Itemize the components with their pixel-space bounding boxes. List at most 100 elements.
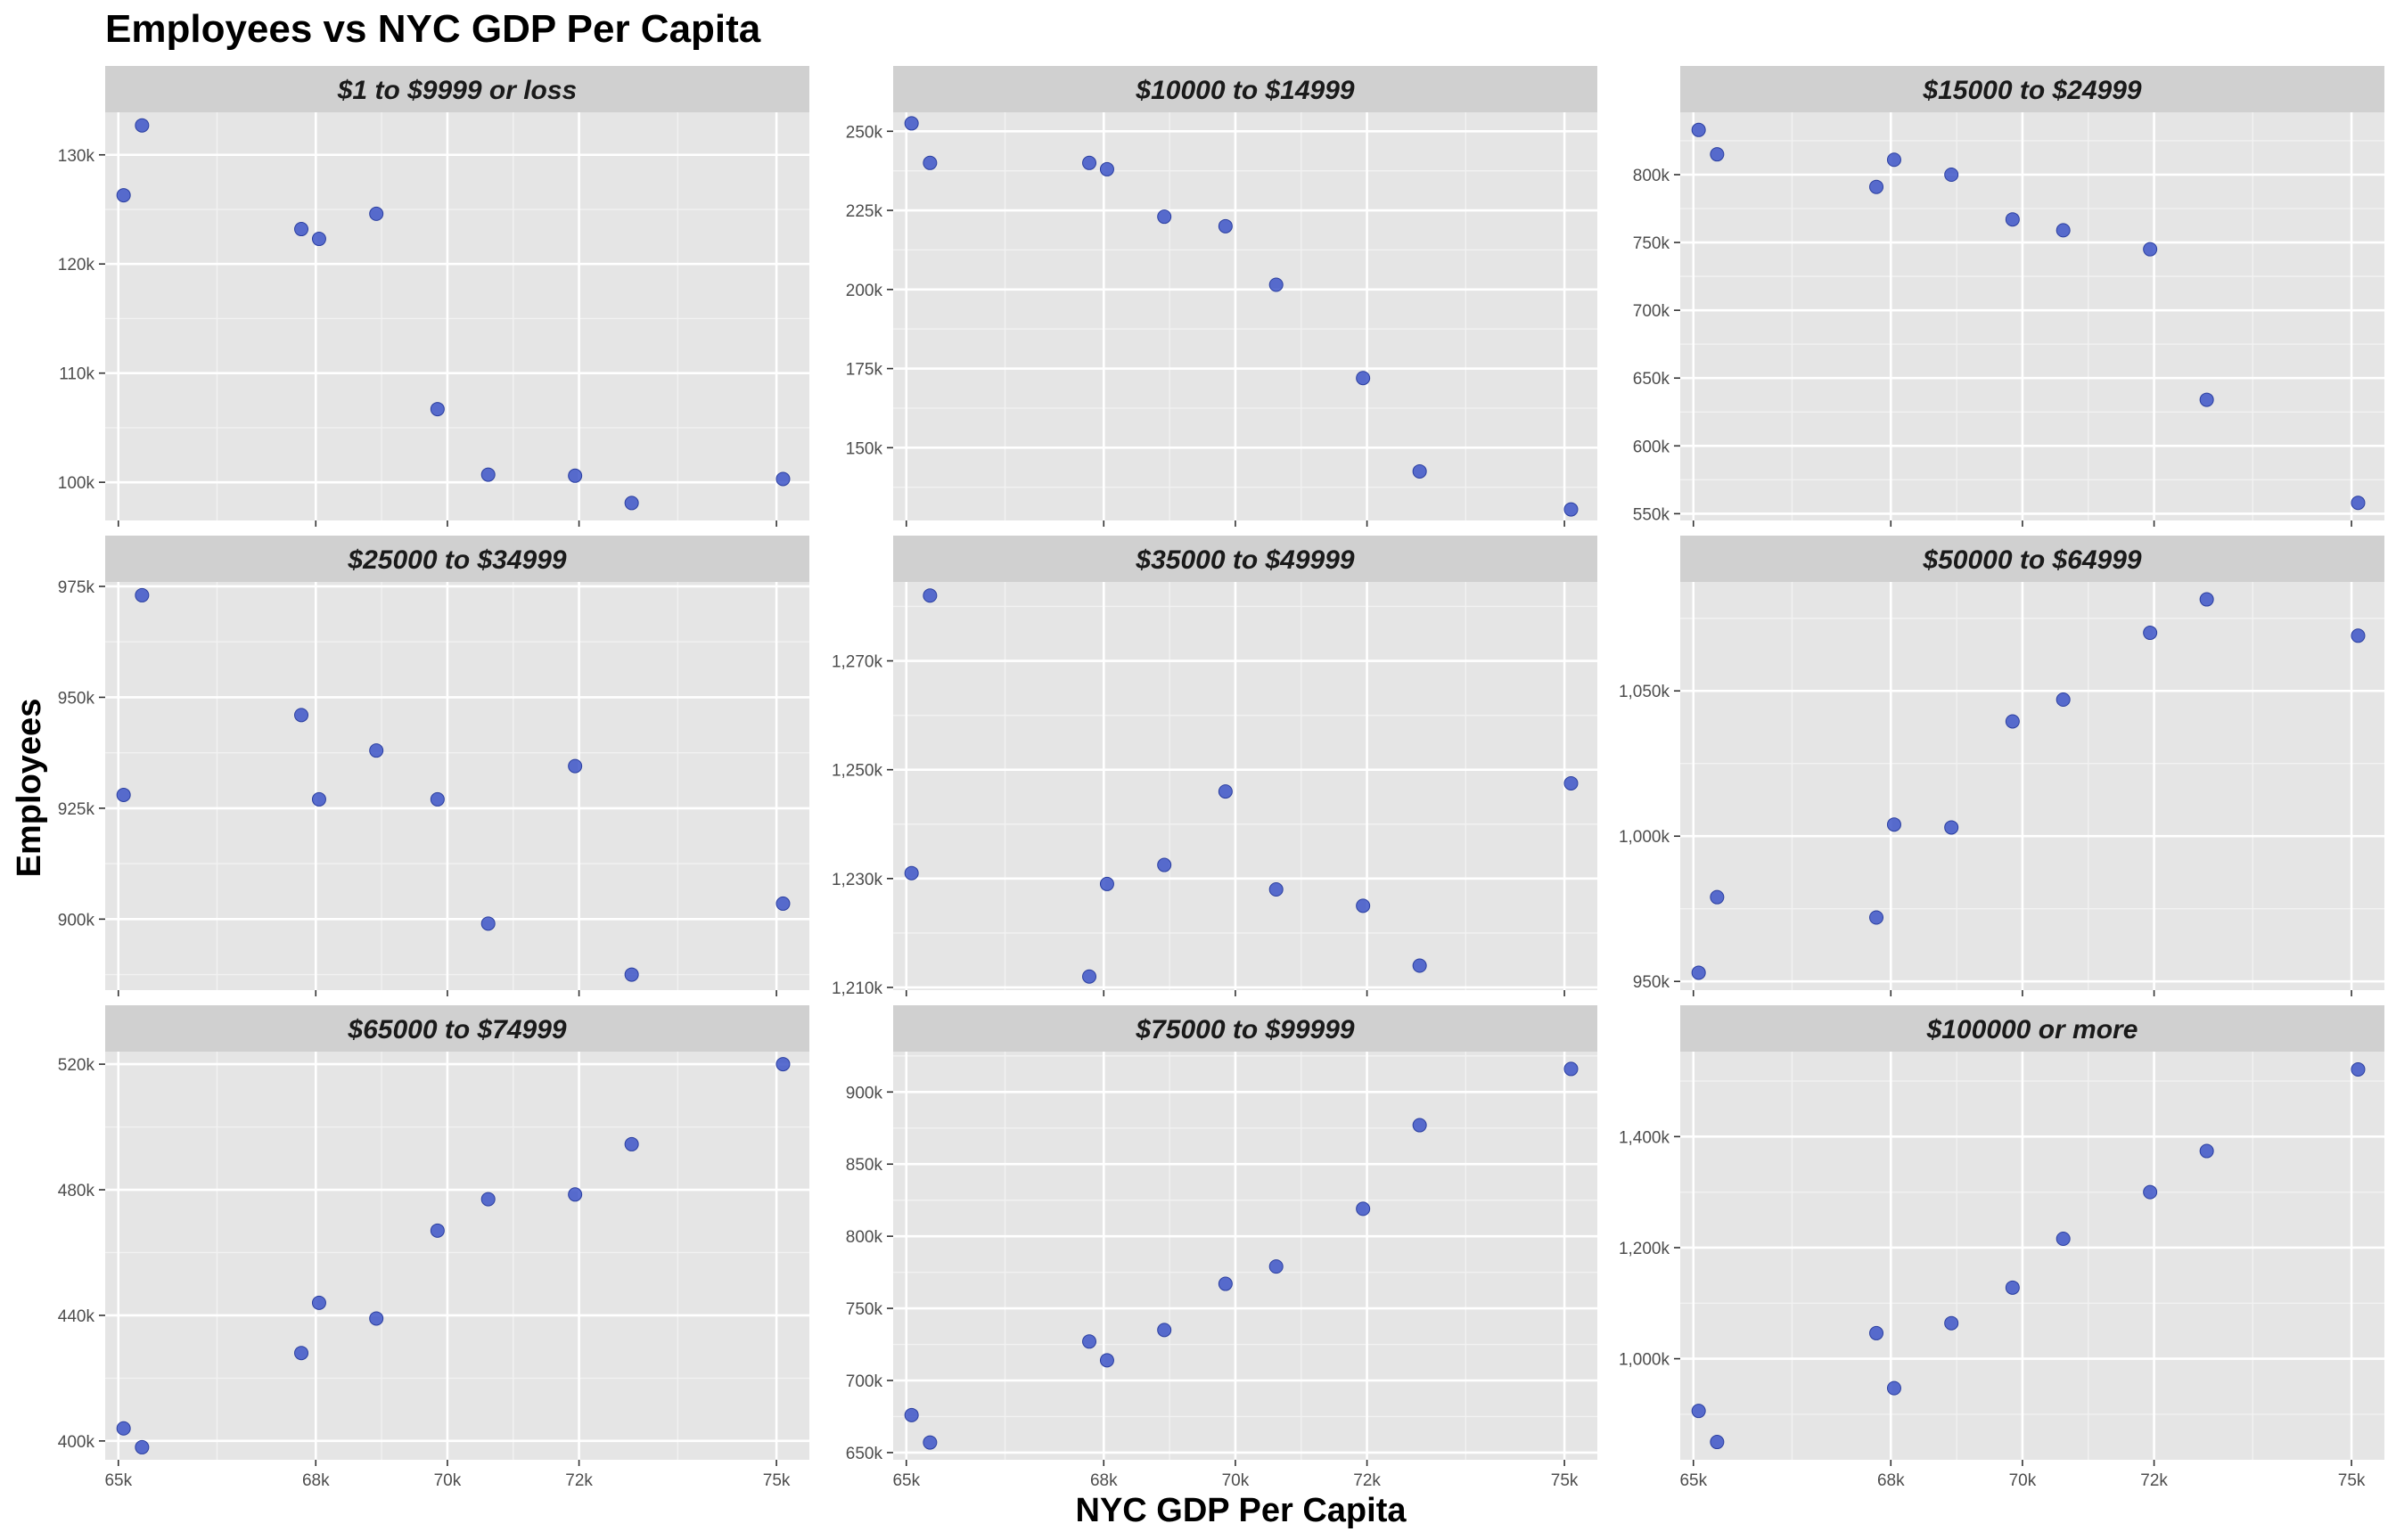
data-point: [480, 1192, 496, 1207]
data-point: [1099, 161, 1114, 176]
panel-background: [893, 582, 1597, 990]
data-point: [116, 1421, 131, 1436]
y-tick-label: 225k: [846, 202, 883, 221]
data-point: [1869, 910, 1884, 925]
facet-strip: [893, 536, 1597, 582]
x-tick-label: 70k: [2009, 1471, 2037, 1490]
data-point: [904, 865, 919, 881]
data-point: [2143, 1184, 2158, 1200]
y-tick-label: 650k: [1633, 370, 1670, 389]
y-tick-label: 975k: [58, 578, 95, 597]
y-tick-label: 1,250k: [832, 762, 883, 781]
y-tick-label: 700k: [1633, 302, 1670, 321]
y-tick-label: 750k: [846, 1300, 883, 1319]
data-point: [1157, 857, 1172, 872]
data-point: [775, 896, 791, 911]
y-tick-label: 1,230k: [832, 871, 883, 889]
data-point: [1563, 502, 1579, 517]
data-point: [1944, 820, 1959, 835]
y-tick-label: 900k: [58, 911, 95, 930]
data-point: [1563, 775, 1579, 790]
y-tick-label: 520k: [58, 1056, 95, 1075]
data-point: [1218, 1276, 1233, 1291]
facet-panel: $50000 to $64999 950k 1,000k 1,050k: [1619, 536, 2384, 996]
data-point: [775, 1057, 791, 1072]
y-tick-label: 440k: [58, 1307, 95, 1326]
data-point: [923, 1435, 938, 1450]
facet-panel: $100000 or more 65k 68k 70k 72k 75k 1,000k 1,20…: [1619, 1005, 2384, 1490]
data-point: [568, 1187, 583, 1202]
facet-strip: [1680, 536, 2384, 582]
x-tick-label: 65k: [104, 1471, 132, 1490]
x-tick-label: 75k: [763, 1471, 791, 1490]
y-tick-label: 1,050k: [1619, 683, 1670, 701]
data-point: [1691, 1404, 1706, 1419]
data-point: [294, 708, 309, 723]
facet-strip-label: $1 to $9999 or loss: [337, 76, 577, 105]
data-point: [1356, 898, 1371, 913]
y-tick-label: 900k: [846, 1084, 883, 1102]
data-point: [1691, 122, 1706, 137]
data-point: [1412, 463, 1427, 479]
data-point: [1869, 179, 1884, 194]
data-point: [1099, 1353, 1114, 1368]
y-tick-label: 1,200k: [1619, 1240, 1670, 1258]
facet-strip-label: $75000 to $99999: [1135, 1015, 1355, 1044]
facet-strip-label: $35000 to $49999: [1135, 545, 1355, 575]
data-point: [1218, 218, 1233, 233]
data-point: [2351, 628, 2366, 643]
data-point: [294, 222, 309, 237]
panel-background: [1680, 112, 2384, 520]
data-point: [1356, 1201, 1371, 1216]
data-point: [775, 471, 791, 487]
y-tick-label: 650k: [846, 1445, 883, 1463]
data-point: [1412, 1118, 1427, 1133]
data-point: [2005, 1280, 2020, 1295]
data-point: [904, 116, 919, 131]
facet-strip-label: $65000 to $74999: [347, 1015, 567, 1044]
data-point: [624, 1136, 639, 1151]
facet-strip: [105, 1005, 809, 1052]
data-point: [1268, 1259, 1284, 1274]
data-point: [135, 587, 150, 602]
data-point: [1886, 817, 1901, 832]
facet-strip: [105, 536, 809, 582]
facet-panel: $25000 to $34999 900k 925k 950k 975k: [58, 536, 809, 996]
data-point: [2005, 714, 2020, 729]
facet-panel: $75000 to $99999 65k 68k 70k 72k 75k 650k 700k 7…: [846, 1005, 1597, 1490]
y-tick-label: 150k: [846, 439, 883, 458]
data-point: [568, 468, 583, 483]
panel-background: [1680, 1052, 2384, 1460]
panel-background: [1680, 582, 2384, 990]
y-tick-label: 175k: [846, 361, 883, 380]
data-point: [1099, 876, 1114, 891]
data-point: [624, 967, 639, 982]
facet-panel: $35000 to $49999 1,210k 1,230k 1,250k 1,270k: [832, 536, 1597, 998]
y-tick-label: 800k: [1633, 167, 1670, 185]
y-tick-label: 100k: [58, 474, 95, 493]
x-tick-label: 72k: [565, 1471, 593, 1490]
data-point: [2055, 1231, 2071, 1246]
chart-title: Employees vs NYC GDP Per Capita: [105, 7, 761, 51]
data-point: [2005, 212, 2020, 227]
data-point: [1710, 889, 1725, 905]
facet-strip: [105, 66, 809, 112]
facet-panel: $65000 to $74999 65k 68k 70k 72k 75k 400k 440k 4…: [58, 1005, 809, 1490]
data-point: [1082, 155, 1097, 170]
data-point: [116, 787, 131, 802]
data-point: [1082, 969, 1097, 984]
facet-panels: $1 to $9999 or loss 100k 110k 120k 130k $1000…: [58, 66, 2384, 1490]
data-point: [2351, 1061, 2366, 1077]
y-tick-label: 1,400k: [1619, 1128, 1670, 1147]
y-tick-label: 750k: [1633, 234, 1670, 253]
facet-strip-label: $100000 or more: [1926, 1015, 2138, 1044]
y-axis-title: Employees: [11, 699, 48, 878]
data-point: [923, 155, 938, 170]
data-point: [369, 1311, 384, 1326]
facet-strip: [893, 1005, 1597, 1052]
panel-background: [893, 112, 1597, 520]
x-tick-label: 75k: [1551, 1471, 1579, 1490]
data-point: [311, 791, 326, 807]
facet-strip: [893, 66, 1597, 112]
